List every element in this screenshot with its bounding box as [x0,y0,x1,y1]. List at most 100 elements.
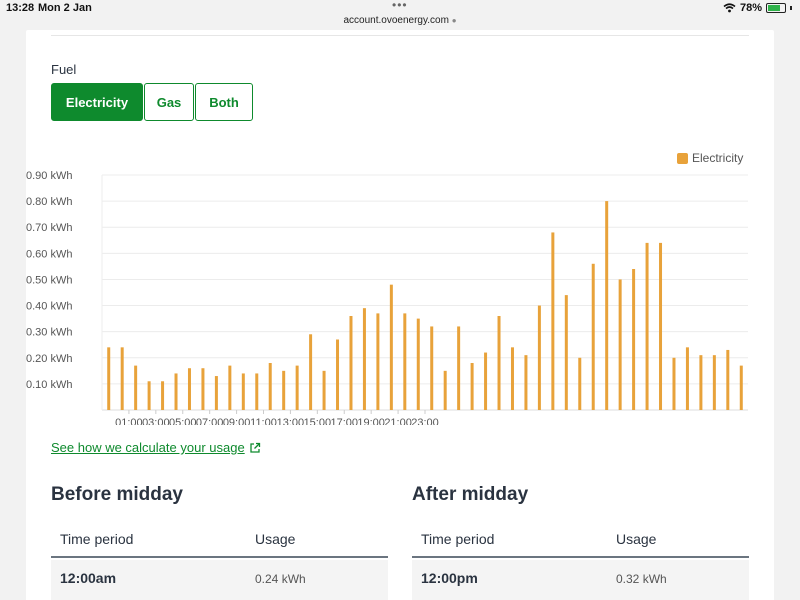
usage-bar[interactable] [672,357,676,410]
table-row[interactable]: 12:00am 0.24 kWh [51,560,388,600]
usage-bar[interactable] [484,352,488,410]
before-midday-section: Before midday Time period Usage 12:00am … [51,484,388,600]
usage-bar[interactable] [578,357,582,410]
usage-bar[interactable] [282,370,286,410]
usage-bar[interactable] [362,308,366,410]
legend-swatch [677,152,688,164]
lock-icon: ● [451,16,457,25]
url-bar[interactable]: account.ovoenergy.com ● [0,15,800,26]
usage-bar[interactable] [309,334,313,410]
usage-bar[interactable] [632,269,636,410]
usage-bar[interactable] [739,365,743,410]
url-text: account.ovoenergy.com [343,15,449,26]
usage-bar[interactable] [174,373,178,410]
usage-bar[interactable] [228,365,232,410]
usage-bar[interactable] [376,313,380,410]
usage-bar[interactable] [618,279,622,410]
usage-bar[interactable] [645,242,649,410]
x-tick-label: 07:00 [196,417,224,425]
x-tick-label: 15:00 [304,417,332,425]
usage-bar[interactable] [403,313,407,410]
usage-bar[interactable] [497,316,501,410]
usage-bar[interactable] [295,365,299,410]
usage-bar[interactable] [214,376,218,410]
y-tick-label: 0.50 kWh [26,274,72,286]
usage-bar[interactable] [147,381,151,410]
fuel-gas-button[interactable]: Gas [144,83,194,121]
battery-percent: 78% [739,2,762,14]
x-tick-label: 01:00 [115,417,143,425]
x-tick-label: 17:00 [330,417,358,425]
time-cell: 12:00pm [421,570,478,586]
x-tick-label: 23:00 [411,417,439,425]
usage-cell: 0.32 kWh [616,572,667,586]
usage-cell: 0.24 kWh [255,572,306,586]
table-row[interactable]: 12:00pm 0.32 kWh [412,560,749,600]
usage-bar[interactable] [524,355,528,410]
usage-bar[interactable] [605,201,609,410]
wifi-icon [723,3,736,13]
usage-bar[interactable] [564,295,568,410]
x-tick-label: 05:00 [169,417,197,425]
col-time-period: Time period [421,531,495,547]
usage-card: Fuel Electricity Gas Both Electricity 0.… [26,30,774,600]
usage-bar[interactable] [134,365,138,410]
usage-bar[interactable] [389,284,393,410]
external-link-icon [250,442,260,453]
usage-bar[interactable] [659,242,663,410]
usage-bar[interactable] [255,373,259,410]
usage-bar[interactable] [336,339,340,411]
usage-bar[interactable] [457,326,461,410]
usage-bar[interactable] [591,263,595,410]
usage-bar[interactable] [416,318,420,410]
x-tick-label: 19:00 [357,417,385,425]
usage-bar[interactable] [107,347,111,410]
status-time: 13:28 [6,2,35,14]
usage-bar[interactable] [551,232,555,410]
usage-bar[interactable] [322,370,326,410]
y-tick-label: 0.90 kWh [26,170,72,182]
battery-level [768,5,781,11]
status-date: Mon 2 Jan [38,2,92,14]
calculate-usage-link-text[interactable]: See how we calculate your usage [51,440,245,455]
usage-bar[interactable] [201,368,205,410]
fuel-both-button[interactable]: Both [195,83,253,121]
usage-bar[interactable] [430,326,434,410]
usage-chart: 0.90 kWh 0.80 kWh 0.70 kWh 0.60 kWh 0.50 kWh… [26,170,748,425]
y-tick-label: 0.20 kWh [26,353,72,365]
usage-bar[interactable] [241,373,245,410]
usage-bar[interactable] [187,368,191,410]
usage-bar[interactable] [685,347,689,410]
col-usage: Usage [616,531,657,547]
usage-bar[interactable] [268,363,272,410]
y-tick-label: 0.30 kWh [26,327,72,339]
y-tick-label: 0.80 kWh [26,196,72,208]
y-tick-label: 0.70 kWh [26,222,72,234]
divider [51,35,749,36]
table-header: Time period Usage [412,522,749,558]
usage-bar[interactable] [120,347,124,410]
y-tick-label: 0.10 kWh [26,379,72,391]
col-usage: Usage [255,531,296,547]
usage-bar[interactable] [470,363,474,410]
fuel-electricity-button[interactable]: Electricity [51,83,143,121]
usage-bar[interactable] [712,355,716,410]
usage-bar[interactable] [726,349,730,410]
after-midday-title: After midday [412,484,529,505]
usage-bar[interactable] [161,381,165,410]
calculate-usage-link[interactable]: See how we calculate your usage [51,440,261,455]
legend-label: Electricity [692,151,744,165]
usage-bar[interactable] [510,347,514,410]
usage-bar[interactable] [349,316,353,410]
more-options-icon[interactable]: ••• [392,0,408,12]
battery-tip [790,6,792,10]
usage-bar[interactable] [443,370,447,410]
x-tick-label: 13:00 [277,417,305,425]
table-header: Time period Usage [51,522,388,558]
fuel-toggle: Electricity Gas Both [51,83,254,121]
status-indicators: 78% [723,2,792,14]
x-tick-label: 09:00 [223,417,251,425]
x-tick-label: 11:00 [250,417,277,425]
usage-bar[interactable] [699,355,703,410]
usage-bar[interactable] [537,305,541,410]
